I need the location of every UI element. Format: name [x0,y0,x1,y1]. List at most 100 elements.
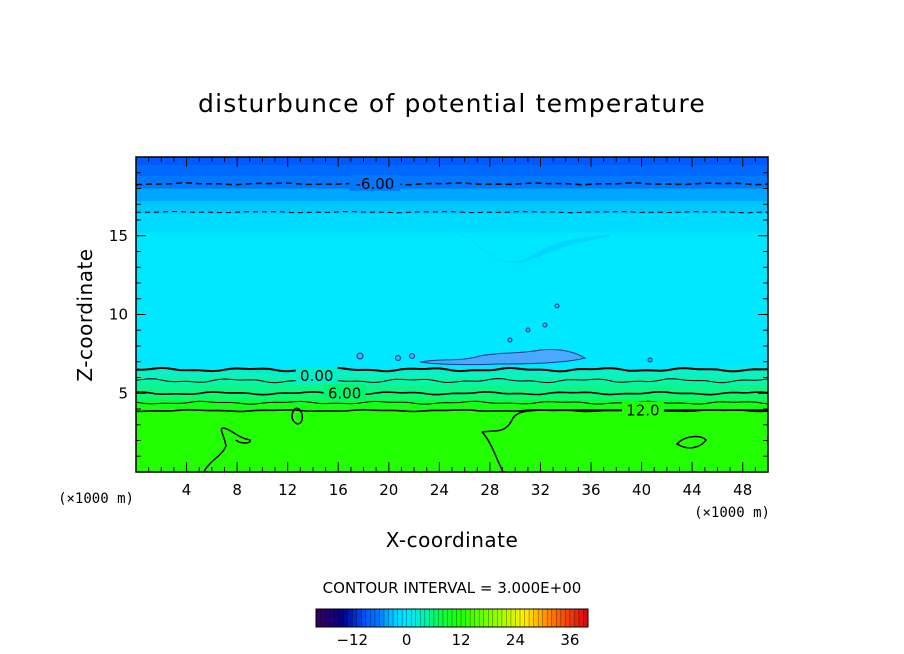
field-band-5 [136,213,768,234]
colorbar-tick-label: 12 [452,631,471,649]
colorbar-cell [356,609,362,627]
x-tick-label: 40 [632,481,651,499]
field-band-1 [136,164,768,177]
x-tick-label: 24 [430,481,449,499]
colorbar-cell [397,609,403,627]
x-tick-label: 20 [379,481,398,499]
colorbar: −12 0 12 24 36 [315,608,589,649]
y-tick-label: 10 [109,306,128,324]
contour-0 [136,366,768,373]
low-contour-left [203,427,251,472]
colorbar-cell [424,609,430,627]
colorbar-cell [488,609,494,627]
contour-label-2: 6.00 [328,384,361,402]
x-tick-label: 12 [278,481,297,499]
x-tick-label: 36 [581,481,600,499]
colorbar-cell [406,609,412,627]
colorbar-cell [479,609,485,627]
colorbar-cell [429,609,435,627]
x-tick-label: 32 [531,481,550,499]
colorbar-cell [556,609,562,627]
colorbar-cell [325,609,331,627]
x-tick-label: 8 [232,481,242,499]
y-tick-label: 5 [118,384,128,402]
upper-dip [455,232,610,264]
colorbar-cell [483,609,489,627]
colorbar-cell [415,609,421,627]
colorbar-cell [320,609,326,627]
colorbar-cell [374,609,380,627]
field-band-2 [136,175,768,190]
colorbar-cell [565,609,571,627]
y-axis-ticks: 5 10 15 [109,172,768,457]
colorbar-cell [343,609,349,627]
colorbar-cell [334,609,340,627]
field-band-12 [136,410,768,472]
colorbar-cell [447,609,453,627]
colorbar-cell [497,609,503,627]
contour-label-1: 0.00 [300,367,333,385]
colorbar-cell [388,609,394,627]
x-tick-label: 4 [182,481,192,499]
contour-lines [136,182,768,413]
colorbar-cell [520,609,526,627]
x-tick-label: 48 [733,481,752,499]
small-contour-a [675,435,707,449]
contour-3 [136,378,768,384]
colorbar-cell [411,609,417,627]
colorbar-cell [452,609,458,627]
contour-minus6 [136,182,768,186]
colorbar-cell [456,609,462,627]
y-axis-title: Z-coordinate [73,248,97,381]
colorbar-tick-label: 36 [560,631,579,649]
x-tick-label: 44 [683,481,702,499]
colorbar-cell [547,609,553,627]
colorbar-cell [578,609,584,627]
field-band-6 [136,232,768,371]
colorbar-cell [402,609,408,627]
colorbar-cell [583,609,589,627]
colorbar-tick-label: −12 [336,631,368,649]
colorbar-cell [538,609,544,627]
colorbar-cell [510,609,516,627]
field-band-10 [136,393,768,404]
colorbar-cell [533,609,539,627]
colorbar-cell [560,609,566,627]
contour-minus3 [136,210,768,214]
colorbar-cell [329,609,335,627]
colorbar-cell [361,609,367,627]
colorbar-cell [393,609,399,627]
colorbar-cell [384,609,390,627]
contour-labels: -6.00 0.006.00 12.0 [295,174,664,420]
contour-label-bg-1 [295,366,338,383]
colorbar-cell [370,609,376,627]
x-axis-title: X-coordinate [386,528,519,552]
colorbar-cell [529,609,535,627]
colorbar-cell [474,609,480,627]
colorbar-cell [492,609,498,627]
colorbar-cell [352,609,358,627]
colorbar-tick-label: 24 [506,631,525,649]
y-axis-unit: (×1000 m) [58,491,134,507]
contour-label-0: -6.00 [355,175,394,193]
colorbar-cell [506,609,512,627]
chart-title: disturbunce of potential temperature [198,89,706,118]
colorbar-frame [315,608,589,628]
x-tick-label: 16 [329,481,348,499]
colorbar-cell [574,609,580,627]
colorbar-cell [470,609,476,627]
field-band-4 [136,201,768,215]
colorbar-cell [465,609,471,627]
y-tick-label: 15 [109,227,128,245]
colorbar-cell [438,609,444,627]
colorbar-tick-label: 0 [402,631,412,649]
field-bands [136,157,768,472]
colorbar-cell [338,609,344,627]
colorbar-cell [420,609,426,627]
colorbar-cell [442,609,448,627]
colorbar-cell [542,609,548,627]
field-band-11 [136,402,768,412]
colorbar-cell [365,609,371,627]
small-contour-b [291,407,304,425]
colorbar-cell [433,609,439,627]
